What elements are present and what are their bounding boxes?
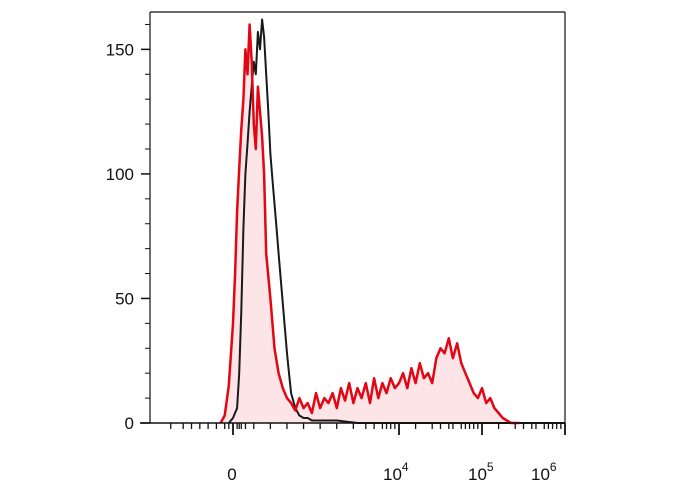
- x-tick-label-base: 10: [531, 465, 550, 484]
- axes-layer: [140, 11, 566, 435]
- x-tick-label: 105: [468, 460, 494, 484]
- x-tick-label-base: 10: [468, 465, 487, 484]
- stained-area-fill: [220, 24, 520, 423]
- x-tick-label-exponent: 4: [402, 460, 409, 474]
- y-tick-label: 100: [106, 165, 134, 184]
- x-tick-label: 0: [227, 465, 236, 484]
- x-tick-label: 106: [531, 460, 557, 484]
- x-tick-label-exponent: 6: [550, 460, 557, 474]
- x-tick-label-base: 0: [227, 465, 236, 484]
- y-tick-label: 150: [106, 40, 134, 59]
- control-series-line: [228, 18, 565, 424]
- y-tick-label: 0: [125, 414, 134, 433]
- series-layer: [219, 18, 565, 425]
- stained-series-line: [219, 23, 520, 425]
- y-tick-label: 50: [115, 289, 134, 308]
- x-tick-label-base: 10: [383, 465, 402, 484]
- x-tick-label-exponent: 5: [487, 460, 494, 474]
- x-tick-label: 104: [383, 460, 409, 484]
